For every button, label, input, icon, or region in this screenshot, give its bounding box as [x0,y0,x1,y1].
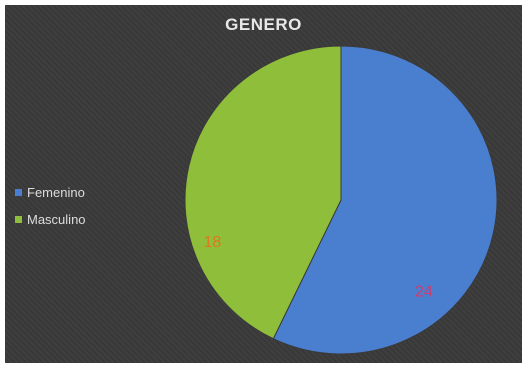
legend-label-femenino: Femenino [27,185,85,200]
chart-title: GENERO [225,15,302,34]
pie-slice-masculino [184,45,342,340]
pie-chart: 24 18 [184,45,498,355]
chart-area: GENERO 24 18 Femenino Masculino [5,5,522,363]
legend-item-masculino: Masculino [15,206,86,233]
legend-item-femenino: Femenino [15,179,86,206]
legend-swatch-masculino [15,216,22,223]
data-label-masculino: 18 [204,234,222,251]
legend-swatch-femenino [15,189,22,196]
pie-slice-femenino [272,45,498,355]
legend-label-masculino: Masculino [27,212,86,227]
data-label-femenino: 24 [415,283,433,300]
legend: Femenino Masculino [15,179,86,233]
